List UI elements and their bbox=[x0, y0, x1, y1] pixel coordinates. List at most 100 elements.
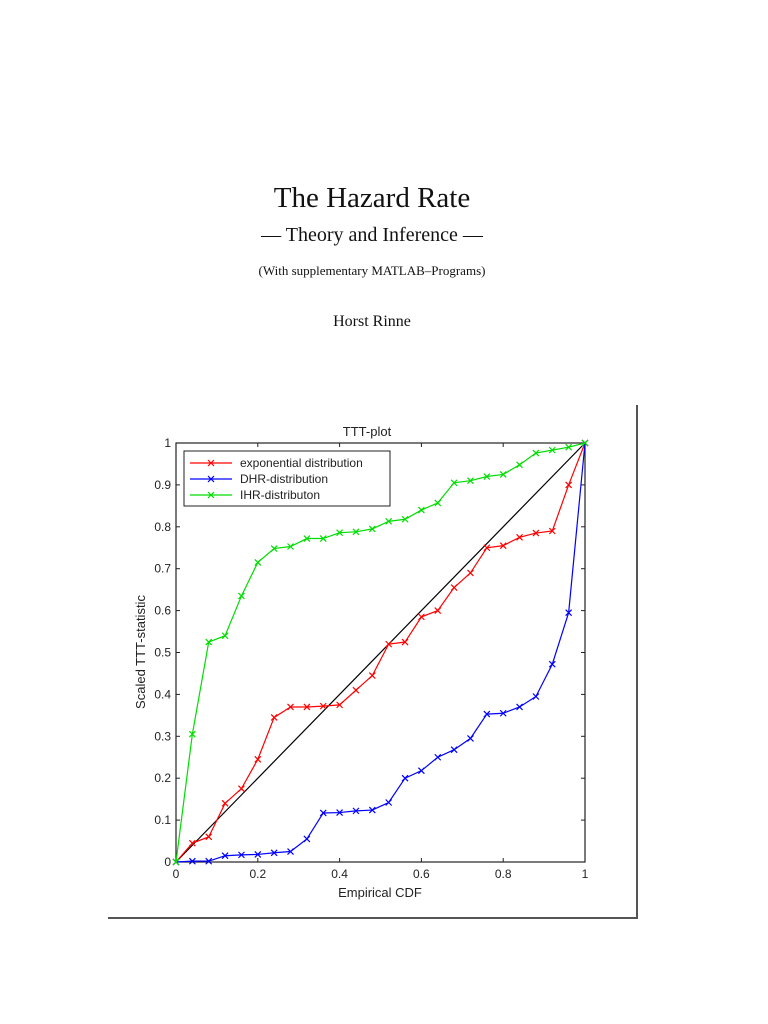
data-point-ihrdistributon bbox=[319, 535, 327, 542]
data-point-ihrdistributon bbox=[287, 543, 294, 550]
data-point-exponential bbox=[303, 703, 311, 711]
ttt-plot-chart: TTT-plot Empirical CDF Scaled TTT-statis… bbox=[133, 424, 589, 900]
data-point-ihrdistributon bbox=[336, 529, 344, 537]
y-tick-label: 0.9 bbox=[154, 478, 171, 492]
data-point-dhrdistribution bbox=[417, 767, 425, 775]
series-line-dhrdistribution bbox=[175, 442, 586, 863]
y-tick-label: 0 bbox=[164, 855, 171, 869]
series-line-exponential bbox=[175, 442, 586, 863]
data-point-ihrdistributon bbox=[172, 858, 180, 866]
data-point-ihrdistributon bbox=[434, 499, 442, 507]
data-point-ihrdistributon bbox=[238, 592, 245, 600]
data-point-ihrdistributon bbox=[417, 506, 425, 514]
data-point-ihrdistributon bbox=[352, 528, 360, 536]
data-point-exponential bbox=[270, 714, 278, 721]
reference-diagonal-line bbox=[175, 442, 586, 863]
data-point-ihrdistributon bbox=[401, 515, 409, 523]
series-ihrdistributon bbox=[172, 439, 589, 866]
data-point-exponential bbox=[565, 481, 573, 489]
data-point-ihrdistributon bbox=[385, 517, 393, 525]
data-point-dhrdistribution bbox=[270, 849, 278, 857]
data-point-dhrdistribution bbox=[548, 660, 556, 668]
x-tick-label: 0.6 bbox=[413, 867, 430, 881]
y-tick-label: 1 bbox=[164, 436, 171, 450]
x-tick-label: 0.4 bbox=[331, 867, 348, 881]
data-point-exponential bbox=[319, 702, 327, 710]
data-point-ihrdistributon bbox=[483, 473, 491, 480]
legend-marker-icon bbox=[207, 459, 215, 467]
data-point-dhrdistribution bbox=[336, 809, 344, 816]
data-point-dhrdistribution bbox=[467, 734, 474, 742]
author-name: Horst Rinne bbox=[333, 313, 411, 330]
data-point-dhrdistribution bbox=[401, 774, 409, 782]
data-point-exponential bbox=[532, 529, 540, 537]
supplement-note: (With supplementary MATLAB–Programs) bbox=[258, 263, 486, 278]
book-title: The Hazard Rate bbox=[273, 182, 471, 214]
data-point-dhrdistribution bbox=[352, 807, 360, 815]
data-point-dhrdistribution bbox=[483, 710, 491, 718]
data-point-dhrdistribution bbox=[287, 848, 294, 855]
data-point-ihrdistributon bbox=[548, 446, 556, 454]
data-point-dhrdistribution bbox=[188, 857, 196, 865]
y-tick-label: 0.5 bbox=[154, 646, 171, 660]
data-point-exponential bbox=[188, 839, 196, 847]
data-point-exponential bbox=[287, 703, 294, 711]
data-point-ihrdistributon bbox=[368, 525, 376, 533]
legend-label: exponential distribution bbox=[240, 456, 363, 470]
data-point-exponential bbox=[385, 640, 393, 648]
data-point-ihrdistributon bbox=[532, 449, 540, 457]
data-point-dhrdistribution bbox=[303, 835, 311, 843]
data-point-ihrdistributon bbox=[581, 439, 589, 447]
data-point-exponential bbox=[401, 638, 409, 646]
data-point-exponential bbox=[434, 607, 442, 615]
legend-marker-icon bbox=[207, 491, 215, 499]
data-point-ihrdistributon bbox=[205, 638, 213, 646]
data-point-exponential bbox=[417, 613, 425, 621]
y-tick-label: 0.2 bbox=[154, 771, 171, 785]
data-point-exponential bbox=[516, 533, 523, 541]
data-point-exponential bbox=[499, 542, 507, 550]
y-axis-label: Scaled TTT-statistic bbox=[133, 595, 148, 709]
x-tick-label: 0.2 bbox=[249, 867, 266, 881]
y-tick-label: 0.4 bbox=[154, 687, 171, 701]
y-tick-label: 0.8 bbox=[154, 520, 171, 534]
data-point-ihrdistributon bbox=[254, 558, 262, 566]
data-point-exponential bbox=[467, 569, 474, 577]
data-point-dhrdistribution bbox=[238, 851, 245, 859]
legend-label: DHR-distribution bbox=[240, 472, 328, 486]
data-point-dhrdistribution bbox=[385, 799, 393, 806]
data-point-exponential bbox=[548, 527, 556, 535]
data-point-dhrdistribution bbox=[516, 703, 523, 711]
data-point-exponential bbox=[238, 785, 245, 793]
data-point-exponential bbox=[368, 672, 376, 679]
y-tick-label: 0.7 bbox=[154, 562, 171, 576]
x-tick-label: 0 bbox=[173, 867, 180, 881]
data-point-exponential bbox=[352, 686, 360, 694]
data-point-exponential bbox=[221, 799, 229, 807]
data-point-exponential bbox=[450, 584, 458, 591]
data-point-dhrdistribution bbox=[499, 709, 507, 717]
y-tick-label: 0.6 bbox=[154, 604, 171, 618]
data-point-exponential bbox=[336, 701, 344, 709]
data-point-ihrdistributon bbox=[565, 443, 573, 451]
x-axis-label: Empirical CDF bbox=[338, 885, 422, 900]
data-point-ihrdistributon bbox=[516, 461, 523, 469]
chart-title: TTT-plot bbox=[343, 424, 392, 439]
series-line-ihrdistributon bbox=[175, 442, 586, 863]
data-point-ihrdistributon bbox=[188, 730, 196, 738]
legend-label: IHR-distributon bbox=[240, 488, 320, 502]
data-point-dhrdistribution bbox=[450, 746, 458, 754]
data-point-ihrdistributon bbox=[270, 545, 278, 553]
data-point-exponential bbox=[254, 755, 262, 763]
data-point-ihrdistributon bbox=[499, 471, 507, 478]
data-point-ihrdistributon bbox=[221, 632, 229, 640]
data-point-dhrdistribution bbox=[565, 609, 573, 617]
legend-marker-icon bbox=[207, 475, 215, 483]
data-point-exponential bbox=[205, 833, 213, 841]
data-point-dhrdistribution bbox=[532, 693, 540, 700]
data-point-dhrdistribution bbox=[221, 852, 229, 860]
data-point-exponential bbox=[483, 544, 491, 552]
data-point-dhrdistribution bbox=[319, 809, 327, 817]
data-point-dhrdistribution bbox=[434, 753, 442, 761]
data-point-dhrdistribution bbox=[205, 857, 213, 865]
